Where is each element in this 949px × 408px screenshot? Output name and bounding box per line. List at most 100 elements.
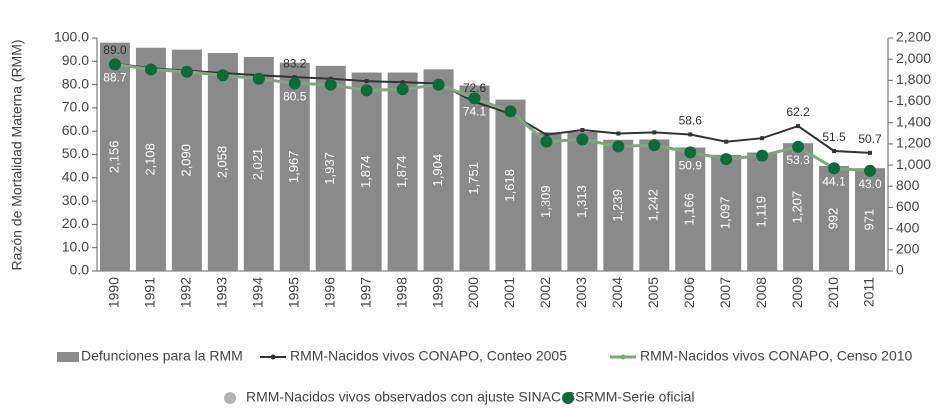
bar: [603, 139, 634, 271]
dot: [576, 133, 589, 146]
y2-tick-label: 600: [896, 198, 920, 214]
bar: [819, 165, 850, 271]
bar-value-label: 1,239: [610, 189, 625, 222]
bar: [171, 49, 202, 272]
legend-label: RMM-Serie oficial: [584, 389, 694, 405]
dot: [360, 84, 373, 97]
bar: [243, 56, 274, 271]
line-value-label: 51.5: [822, 130, 846, 144]
x-tick-label: 2005: [645, 277, 661, 308]
line-value-label: 89.0: [103, 43, 127, 57]
y2-tick-label: 1,000: [896, 156, 931, 172]
line-marker: [688, 132, 693, 137]
legend-swatch: [57, 352, 79, 362]
y2-tick-label: 0: [896, 262, 904, 278]
bar-value-label: 1,751: [466, 162, 481, 195]
y-axis-label: Razón de Mortalidad Materna (RMM): [9, 39, 25, 270]
line-value-label: 58.6: [679, 114, 703, 128]
dot: [756, 149, 769, 162]
y-tick-label: 70.0: [62, 99, 89, 115]
bar-value-label: 1,309: [538, 185, 553, 218]
line-value-label: 43.0: [858, 177, 882, 191]
line: [114, 62, 871, 173]
bar: [855, 168, 886, 271]
bar: [675, 147, 706, 271]
legend-label: RMM-Nacidos vivos observados con ajuste …: [246, 389, 584, 405]
y-tick-label: 80.0: [62, 75, 89, 91]
dot: [288, 77, 301, 90]
dot: [648, 139, 661, 152]
line-marker: [832, 149, 837, 154]
bar-value-label: 2,156: [106, 141, 121, 174]
bar: [531, 132, 562, 271]
dot: [432, 78, 445, 91]
bar-value-label: 1,097: [718, 197, 733, 230]
bar: [567, 131, 598, 271]
x-tick-label: 2001: [501, 277, 517, 308]
bar-value-label: 2,090: [178, 144, 193, 177]
legend-label: RMM-Nacidos vivos CONAPO, Conteo 2005: [290, 348, 567, 364]
x-tick-label: 2008: [753, 277, 769, 308]
y-tick-label: 20.0: [62, 215, 89, 231]
bar-value-label: 1,119: [754, 196, 769, 228]
x-tick-label: 1996: [321, 277, 337, 308]
dot: [828, 162, 841, 175]
y-tick-label: 10.0: [62, 238, 89, 254]
x-tick-label: 1992: [178, 277, 194, 308]
line-value-label: 50.7: [858, 132, 882, 146]
bar: [495, 99, 526, 271]
bar-value-label: 1,937: [322, 152, 337, 185]
bar: [639, 139, 670, 271]
dot: [216, 69, 229, 82]
dot: [720, 153, 733, 166]
y2-tick-label: 1,800: [896, 71, 931, 87]
dot: [252, 72, 265, 85]
bar-value-label: 1,242: [646, 189, 661, 222]
bar: [351, 72, 382, 271]
line-marker: [652, 130, 657, 135]
bar-value-label: 2,021: [250, 148, 265, 181]
y2-tick-label: 2,000: [896, 50, 931, 66]
dot: [324, 78, 337, 91]
dot: [864, 164, 877, 177]
bar-value-label: 992: [826, 208, 841, 230]
dot: [504, 105, 517, 118]
x-tick-label: 1998: [393, 277, 409, 308]
bar: [279, 62, 310, 271]
legend-swatch: [224, 392, 236, 404]
y-tick-label: 30.0: [62, 192, 89, 208]
y2-tick-label: 800: [896, 177, 920, 193]
x-tick-label: 2010: [825, 277, 841, 308]
x-tick-label: 1997: [357, 277, 373, 308]
bar-value-label: 2,108: [142, 143, 157, 176]
legend-swatch: [562, 392, 574, 404]
line-marker: [760, 136, 765, 141]
dot: [144, 63, 157, 76]
y2-tick-label: 2,200: [896, 29, 931, 45]
y-tick-label: 100.0: [54, 29, 89, 45]
legend-label: Defunciones para la RMM: [81, 348, 243, 364]
legend-marker: [620, 354, 626, 360]
y-tick-label: 40.0: [62, 169, 89, 185]
legend-marker: [270, 354, 276, 360]
line-marker: [364, 79, 369, 84]
bar: [315, 65, 346, 271]
x-tick-label: 2006: [681, 277, 697, 308]
dot: [468, 92, 481, 105]
y-tick-label: 90.0: [62, 52, 89, 68]
line-marker: [796, 124, 801, 129]
x-tick-label: 1999: [429, 277, 445, 308]
bar-value-label: 1,967: [286, 151, 301, 184]
bar-value-label: 971: [861, 209, 876, 231]
bar: [99, 42, 130, 271]
y2-tick-label: 400: [896, 219, 920, 235]
bar-value-label: 1,207: [790, 191, 805, 224]
dot: [396, 83, 409, 96]
y-tick-label: 50.0: [62, 145, 89, 161]
bar: [459, 85, 490, 271]
dot: [792, 140, 805, 153]
dot: [540, 135, 553, 148]
dot: [180, 65, 193, 78]
